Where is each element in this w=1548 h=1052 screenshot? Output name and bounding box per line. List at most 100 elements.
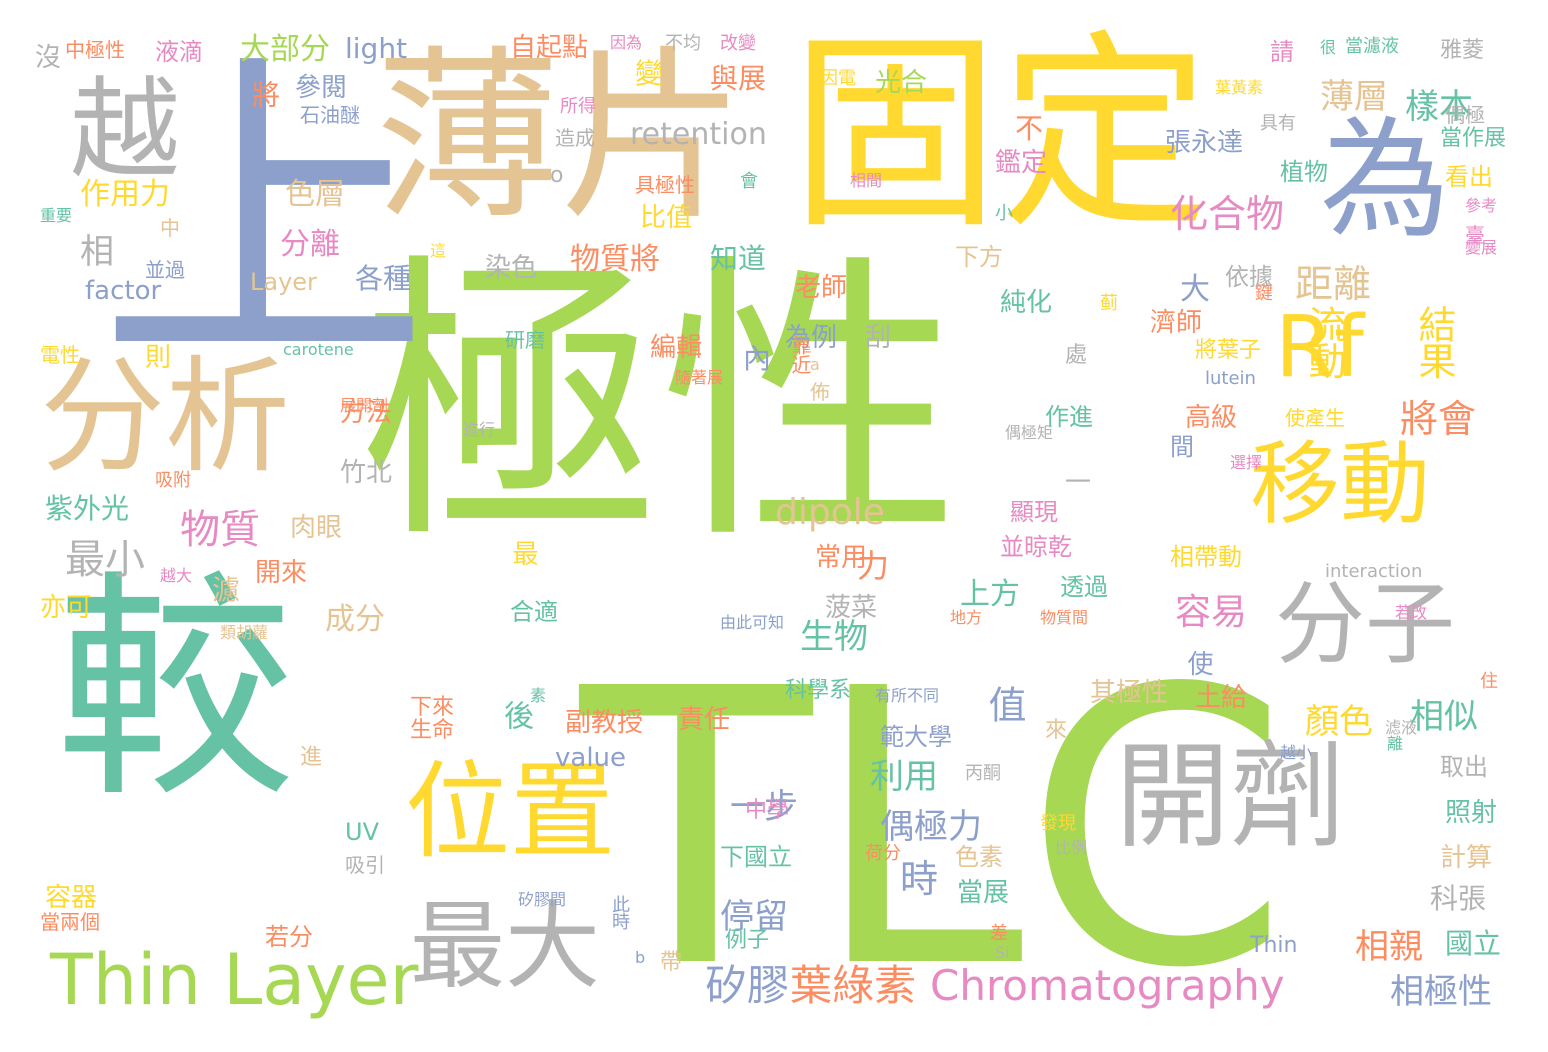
word-45: 與展 [710, 62, 767, 95]
word-119: 間 [1170, 433, 1194, 461]
word-149: 不 [1015, 112, 1044, 145]
word-38: Layer [250, 268, 317, 296]
word-34: 色層 [285, 177, 345, 212]
word-56: 雅菱 [1440, 38, 1485, 63]
word-153: 臺 [1465, 223, 1485, 247]
word-139: 因電 [820, 68, 856, 89]
word-182: 住 [1480, 671, 1498, 692]
word-177: 物質間 [1040, 608, 1089, 627]
word-53: 植物 [1280, 158, 1328, 186]
word-122: 力 [857, 547, 890, 585]
word-26: 將會 [1400, 397, 1477, 441]
word-168: 進 [300, 745, 323, 770]
word-157: 這 [430, 241, 447, 260]
word-35: 分離 [280, 227, 340, 262]
word-75: 生物 [800, 617, 868, 657]
word-186: 比例 [1055, 838, 1088, 857]
word-118: 高級 [1185, 403, 1238, 433]
word-29: dipole [775, 492, 885, 533]
word-16: Thin Layer [50, 939, 419, 1021]
word-33: 作用力 [80, 177, 170, 212]
word-24: 流動 [1302, 305, 1346, 378]
word-32: light [345, 32, 408, 65]
word-67: 研磨 [505, 328, 545, 352]
word-134: 沒 [35, 43, 62, 73]
word-181: 離 [1384, 735, 1403, 751]
word-6: 薄片 [375, 29, 745, 245]
word-171: 刮 [865, 323, 892, 353]
word-21: 最小 [65, 537, 145, 583]
word-64: 內 [743, 342, 772, 375]
word-113: 合適 [510, 598, 558, 626]
word-61: 大 [1180, 272, 1210, 307]
word-152: 參考 [1465, 196, 1498, 215]
word-103: 當展 [957, 878, 1010, 908]
word-100: 中學 [745, 798, 790, 823]
word-162: 吸附 [155, 470, 191, 491]
word-154: 變展 [1465, 238, 1498, 257]
word-191: Si [995, 943, 1010, 962]
word-156: 並過 [145, 258, 185, 282]
word-41: 知道 [710, 242, 767, 275]
word-107: 容器 [45, 883, 98, 913]
word-58: 依據 [1225, 263, 1273, 291]
word-94: 副教授 [565, 708, 644, 738]
word-179: 滤液 [1385, 718, 1418, 737]
word-109: 吸引 [345, 853, 385, 877]
word-141: 很 [1320, 38, 1337, 57]
word-2: 較 [55, 550, 296, 830]
word-164: 類胡蘿 [220, 623, 269, 642]
word-80: 利用 [870, 757, 938, 797]
word-43: 具極性 [635, 173, 695, 197]
word-133: 液滴 [155, 38, 203, 66]
word-51: 張永達 [1165, 128, 1244, 158]
word-110: 若分 [265, 923, 313, 951]
word-81: 偶極力 [880, 807, 982, 847]
word-183: 丙酮 [965, 763, 1001, 784]
word-68: 方法 [340, 398, 393, 428]
word-31: 大部分 [240, 32, 330, 67]
word-138: 變 [635, 57, 664, 90]
word-116: 顯現 [1010, 498, 1058, 526]
word-159: 則 [145, 343, 172, 373]
word-27: 樣本 [1405, 87, 1473, 127]
word-124: 菠菜 [825, 593, 878, 623]
word-4: 固定 [790, 12, 1211, 257]
word-37: factor [85, 276, 162, 306]
word-101: 下國立 [720, 843, 792, 871]
word-143: 具有 [1260, 113, 1296, 134]
word-142: 當濾液 [1345, 36, 1399, 57]
word-150: 小 [995, 203, 1013, 224]
word-22: 化合物 [1170, 192, 1285, 236]
word-28: 薄層 [1320, 77, 1388, 117]
word-71: 肉眼 [290, 513, 343, 543]
word-66: 靠近 [788, 335, 812, 374]
word-129: lutein [1205, 368, 1256, 389]
word-13: 位置 [405, 751, 616, 873]
word-104: 例子 [725, 928, 770, 953]
word-146: 葉黃素 [1215, 78, 1264, 97]
word-95: 責任 [678, 705, 731, 735]
word-195: 來 [1045, 718, 1068, 743]
word-106: 下來 [410, 695, 455, 720]
word-86: 停留 [720, 897, 788, 937]
word-115: 並晾乾 [1000, 533, 1072, 561]
word-102: 色素 [955, 843, 1003, 871]
word-165: 由此可知 [720, 613, 785, 632]
word-111: value [555, 743, 627, 773]
word-47: 參閱 [295, 73, 348, 103]
word-19: 葉綠素 [790, 961, 917, 1010]
word-117: 相帶動 [1170, 543, 1242, 571]
word-137: 改變 [720, 33, 756, 54]
word-54: 當作展 [1440, 126, 1507, 151]
word-147: 會 [740, 171, 758, 192]
word-23: 距離 [1295, 262, 1372, 306]
word-1: 極性 [360, 230, 960, 579]
word-125: 處 [1065, 343, 1088, 368]
word-136: 不均 [665, 33, 701, 54]
word-199: 一 [1065, 468, 1092, 498]
word-175: 蓟 [1100, 293, 1118, 314]
word-57: 偶極 [1445, 103, 1485, 127]
word-14: 開劑 [1115, 730, 1346, 864]
